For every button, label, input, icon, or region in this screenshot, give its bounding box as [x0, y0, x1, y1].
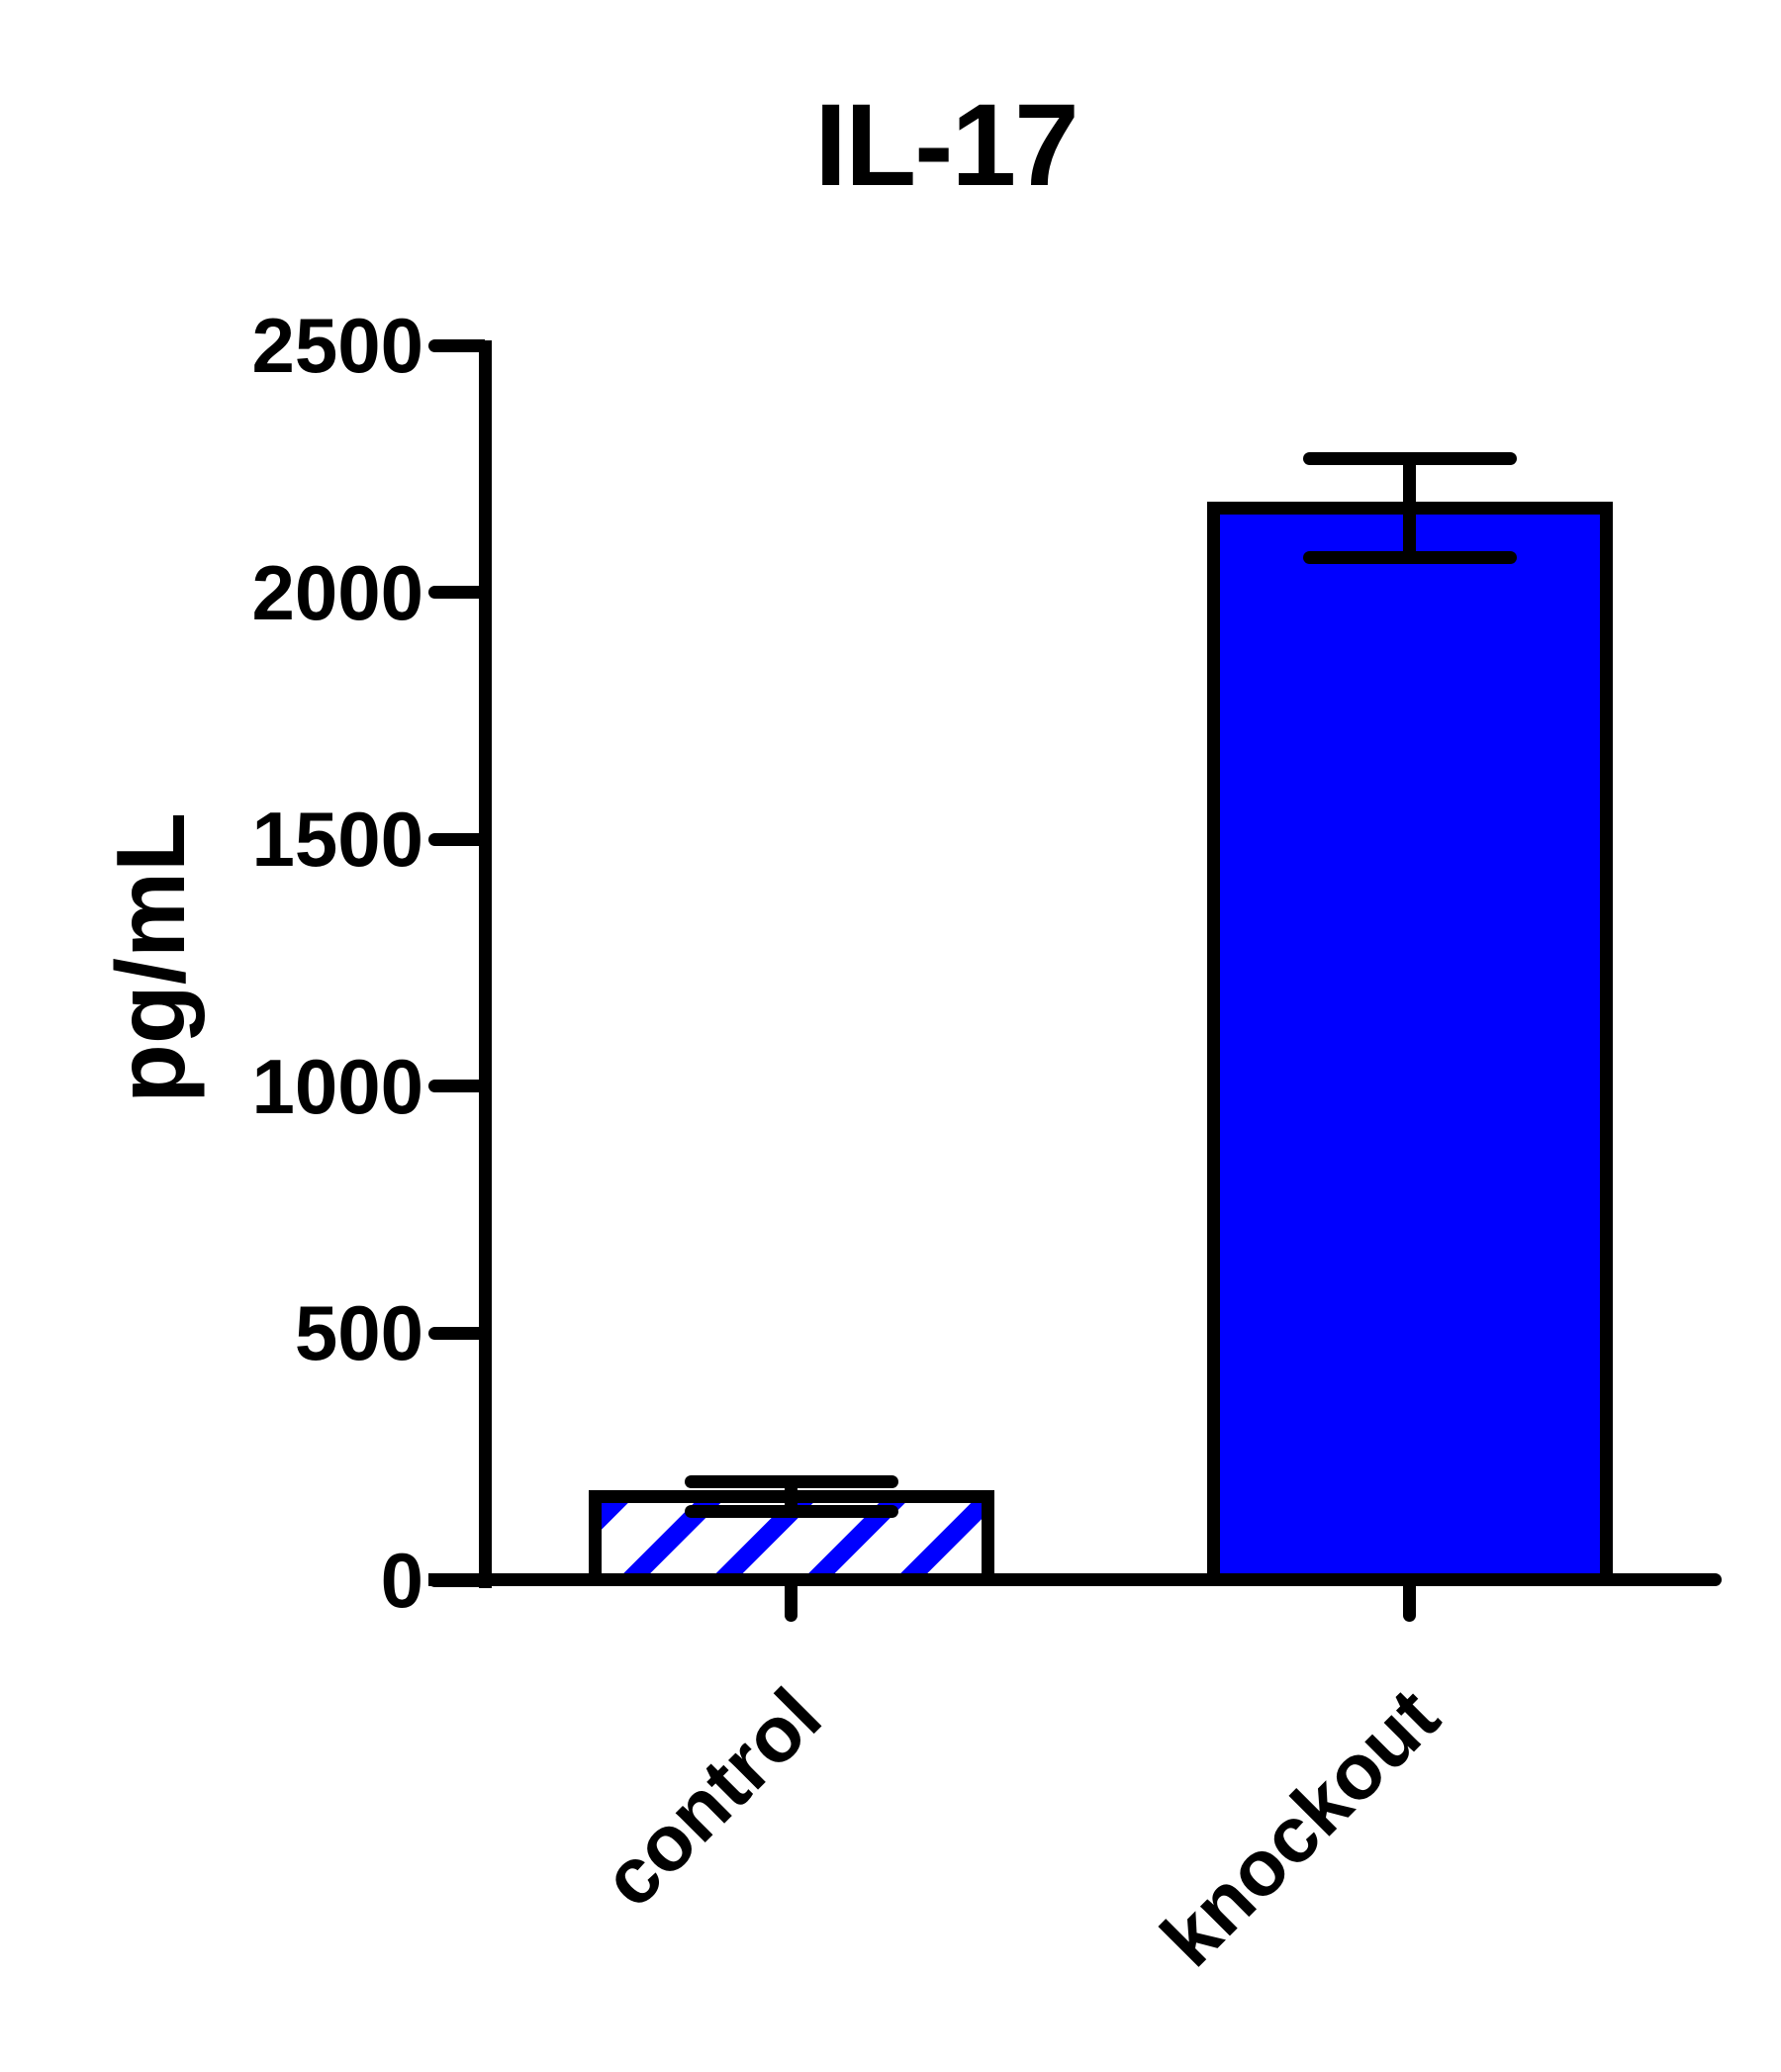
y-tick-mark	[428, 832, 485, 846]
category-label-knockout: knockout	[1145, 1671, 1456, 1983]
error-bar-top-cap-control	[685, 1474, 898, 1488]
chart-title: IL-17	[814, 80, 1078, 211]
category-label-control: control	[585, 1671, 838, 1925]
error-bar-bottom-cap-control	[685, 1504, 898, 1518]
error-bar-top-cap-knockout	[1303, 452, 1517, 466]
error-bar-stem-control	[785, 1481, 797, 1512]
bar-knockout-solid	[1207, 502, 1613, 1586]
x-tick-mark-control	[785, 1586, 797, 1622]
y-tick-mark	[428, 338, 485, 352]
y-tick-label-1000: 1000	[251, 1042, 423, 1130]
y-tick-label-2000: 2000	[251, 548, 423, 636]
x-tick-mark-knockout	[1403, 1586, 1416, 1622]
error-bar-bottom-cap-knockout	[1303, 551, 1517, 565]
y-axis-line	[479, 340, 492, 1588]
error-bar-stem-knockout	[1403, 458, 1416, 558]
y-tick-mark	[428, 586, 485, 600]
y-tick-label-2500: 2500	[251, 302, 423, 389]
y-tick-mark	[428, 1326, 485, 1340]
y-tick-label-1500: 1500	[251, 796, 423, 884]
y-tick-mark	[428, 1080, 485, 1093]
y-tick-label-500: 500	[294, 1289, 423, 1377]
y-tick-label-0: 0	[380, 1537, 423, 1624]
